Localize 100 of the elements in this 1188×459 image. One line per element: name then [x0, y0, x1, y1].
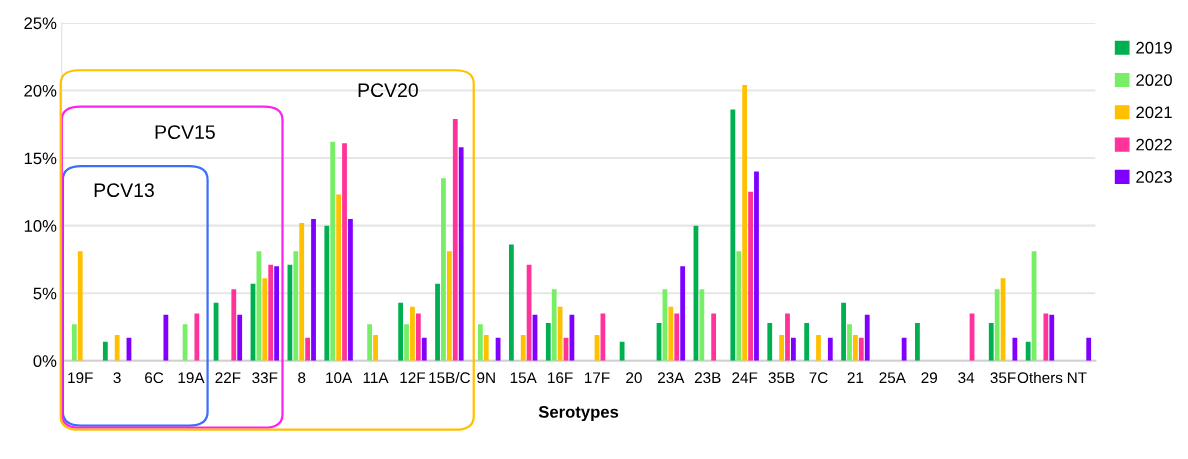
- x-tick-label: 23A: [658, 372, 685, 384]
- bar: [711, 313, 717, 361]
- bar: [348, 218, 353, 361]
- bar: [545, 322, 551, 361]
- x-tick-label: 7C: [809, 372, 828, 384]
- bar: [901, 337, 907, 361]
- bar: [779, 335, 784, 361]
- bar: [816, 335, 821, 361]
- bar: [324, 225, 330, 361]
- x-tick-label: Others: [1017, 371, 1063, 384]
- y-tick-label: 15%: [24, 152, 57, 165]
- bar: [415, 313, 421, 361]
- bar: [237, 314, 243, 361]
- bar: [77, 251, 83, 361]
- x-tick-label: 11A: [363, 372, 389, 383]
- bar: [699, 289, 705, 361]
- x-tick-label: 19F: [68, 372, 93, 384]
- bar: [520, 335, 526, 361]
- bar: [102, 341, 108, 361]
- x-tick-label: 12F: [400, 372, 425, 383]
- x-tick-label: 17F: [585, 372, 610, 383]
- x-tick-label: 21: [847, 372, 864, 383]
- x-axis-title: Serotypes: [538, 406, 619, 422]
- bar: [1025, 341, 1031, 361]
- bar: [674, 313, 680, 361]
- legend-label: 2019: [1136, 41, 1172, 54]
- y-tick-label: 25%: [24, 17, 57, 30]
- bar: [730, 109, 736, 361]
- bar: [231, 289, 237, 361]
- x-tick-label: 3: [113, 372, 121, 384]
- bar: [287, 264, 293, 361]
- bar: [299, 222, 305, 361]
- bar: [804, 322, 810, 361]
- bar: [767, 322, 773, 361]
- bar: [421, 337, 427, 361]
- bar: [754, 171, 759, 361]
- x-tick-label: 34: [958, 372, 975, 384]
- bar: [274, 266, 280, 361]
- bar: [508, 244, 514, 361]
- bar: [410, 306, 415, 361]
- bar: [680, 266, 686, 361]
- x-tick-label: 8: [298, 372, 306, 384]
- annotation: PCV15: [155, 125, 215, 139]
- x-tick-label: 29: [921, 372, 937, 384]
- x-tick-label: 15B/C: [429, 371, 471, 384]
- x-tick-label: 25A: [879, 372, 906, 384]
- bar: [827, 337, 833, 361]
- legend-label: 2023: [1136, 171, 1172, 183]
- bar: [305, 337, 311, 361]
- bar: [373, 335, 378, 361]
- bar: [1086, 337, 1092, 361]
- bar: [988, 322, 994, 361]
- bar: [668, 306, 674, 361]
- bar: [1043, 313, 1049, 361]
- bar: [1049, 314, 1055, 361]
- bar: [311, 218, 316, 361]
- bar: [256, 251, 262, 361]
- bar: [864, 314, 870, 361]
- bar: [367, 324, 373, 361]
- x-tick-label: 20: [626, 372, 642, 384]
- bar: [435, 283, 440, 361]
- x-tick-label: NT: [1067, 372, 1087, 383]
- bar: [336, 194, 342, 361]
- bar: [398, 302, 404, 361]
- x-tick-label: 10A: [326, 372, 353, 384]
- bar: [915, 322, 920, 361]
- bar: [742, 85, 748, 361]
- x-tick-label: 33F: [252, 372, 278, 384]
- bar: [841, 302, 846, 361]
- bar: [404, 324, 409, 361]
- bar: [330, 141, 336, 361]
- bar: [441, 178, 446, 361]
- x-tick-label: 15A: [510, 372, 537, 384]
- bar: [114, 335, 120, 361]
- x-tick-label: 6C: [145, 372, 164, 384]
- legend-label: 2022: [1136, 138, 1172, 151]
- bar: [785, 313, 790, 361]
- x-tick-label: 24F: [732, 372, 758, 383]
- bar: [446, 251, 452, 361]
- annotation: PCV13: [94, 183, 154, 198]
- bar: [858, 337, 864, 361]
- y-tick-label: 0%: [33, 355, 57, 367]
- bar: [619, 341, 625, 361]
- x-tick-label: 22F: [215, 372, 241, 383]
- x-tick-label: 9N: [477, 372, 495, 384]
- bar: [994, 289, 1000, 361]
- legend-label: 2021: [1136, 106, 1172, 119]
- x-tick-label: 35F: [990, 372, 1016, 384]
- bar: [1012, 337, 1018, 361]
- bar: [483, 335, 489, 361]
- x-tick-label: 35B: [768, 372, 795, 384]
- x-tick-label: 19A: [178, 372, 205, 384]
- x-tick-label: 16F: [548, 372, 573, 384]
- bar: [268, 264, 274, 361]
- y-tick-label: 20%: [24, 84, 57, 97]
- annotation: PCV20: [358, 83, 418, 98]
- bar: [458, 147, 464, 361]
- bar: [194, 313, 200, 361]
- bar: [342, 143, 347, 361]
- bar: [477, 324, 483, 361]
